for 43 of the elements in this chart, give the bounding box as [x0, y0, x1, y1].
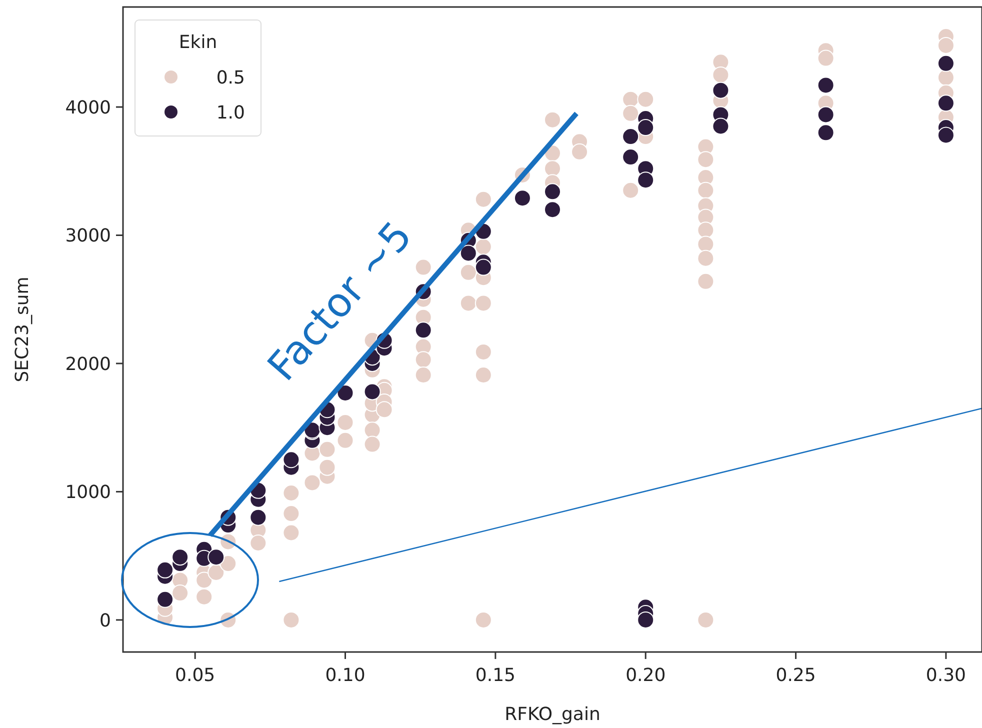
x-tick-label: 0.25 — [776, 665, 816, 686]
y-tick-label: 1000 — [65, 482, 111, 504]
point — [637, 611, 654, 628]
point — [937, 126, 954, 144]
point — [622, 148, 640, 166]
x-tick-label: 0.10 — [325, 665, 366, 686]
point — [250, 508, 267, 526]
point — [208, 548, 225, 566]
point — [336, 384, 354, 402]
legend-label: 0.5 — [216, 67, 245, 88]
point — [622, 128, 640, 146]
point — [937, 54, 954, 72]
point — [156, 590, 174, 608]
x-tick-label: 0.20 — [626, 665, 666, 686]
point — [817, 76, 834, 94]
point — [817, 106, 834, 124]
y-tick-label: 4000 — [65, 97, 111, 118]
point — [937, 94, 954, 112]
legend-label: 1.0 — [216, 102, 245, 124]
x-tick-label: 0.15 — [475, 665, 516, 686]
point — [637, 172, 654, 189]
point — [817, 124, 834, 142]
x-tick-label: 0.30 — [926, 665, 966, 686]
point — [544, 201, 561, 218]
point — [414, 322, 432, 339]
y-tick-label: 3000 — [65, 226, 111, 247]
point — [364, 383, 381, 400]
legend-title: Ekin — [178, 32, 218, 53]
point — [544, 183, 561, 200]
point — [282, 451, 300, 468]
point — [172, 548, 189, 566]
point — [712, 82, 730, 99]
point — [514, 190, 531, 207]
x-axis-title: RFKO_gain — [504, 704, 600, 725]
point — [156, 561, 174, 578]
y-axis-title: SEC23_sum — [12, 276, 33, 382]
x-tick-label: 0.05 — [175, 665, 216, 686]
y-tick-label: 0 — [100, 610, 111, 632]
point — [474, 258, 492, 276]
point — [712, 118, 730, 135]
point — [460, 244, 477, 262]
y-tick-label: 2000 — [65, 354, 111, 375]
point — [637, 119, 654, 136]
